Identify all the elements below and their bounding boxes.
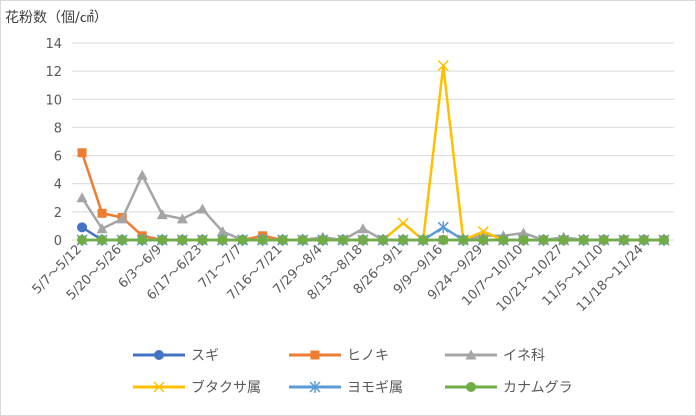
data-point-s5 (498, 235, 509, 245)
data-point-s5 (317, 235, 328, 245)
y-tick-label: 6 (54, 150, 62, 165)
data-point-s5 (538, 235, 549, 245)
data-point-s5 (378, 235, 389, 245)
data-point-s2 (357, 223, 369, 234)
data-point-s2 (136, 169, 148, 180)
data-point-s5 (197, 235, 208, 245)
data-point-s5 (558, 235, 569, 245)
data-point-s5 (117, 235, 128, 245)
y-tick-label: 4 (54, 178, 62, 193)
data-point-s2 (217, 226, 228, 237)
data-point-s2 (96, 223, 108, 234)
data-point-s2 (76, 192, 88, 203)
legend-marker-2 (465, 349, 477, 360)
y-tick-label: 10 (45, 93, 62, 108)
data-point-s1 (97, 208, 107, 218)
data-point-s5 (297, 235, 308, 245)
legend-marker-0 (154, 350, 164, 360)
data-point-s5 (598, 235, 609, 245)
legend-label-1: ヒノキ (347, 348, 389, 364)
data-point-s2 (156, 209, 168, 220)
data-point-s5 (658, 235, 669, 245)
series-line-2 (80, 174, 664, 242)
data-point-s2 (196, 203, 208, 214)
data-point-s5 (237, 235, 248, 245)
data-point-s5 (618, 235, 629, 245)
legend-label-0: スギ (191, 348, 219, 364)
data-point-s5 (337, 235, 348, 245)
legend-marker-4 (309, 381, 321, 393)
y-tick-label: 14 (45, 37, 62, 52)
legend-marker-5 (466, 382, 476, 392)
data-point-s5 (518, 235, 529, 245)
y-axis-unit-label: 花粉数（個/㎠） (5, 10, 108, 26)
data-point-s5 (398, 235, 409, 245)
data-point-s3 (477, 226, 489, 238)
legend-marker-3 (153, 381, 165, 393)
data-point-s3 (397, 217, 409, 229)
legend-label-5: カナムグラ (503, 380, 573, 396)
data-point-s5 (77, 235, 88, 245)
legend-label-3: ブタクサ属 (191, 379, 261, 396)
data-point-s5 (257, 235, 268, 245)
data-point-s5 (157, 235, 168, 245)
data-point-s5 (578, 235, 589, 245)
legend-marker-1 (310, 350, 320, 360)
data-point-s5 (97, 235, 108, 245)
y-tick-label: 8 (54, 121, 62, 136)
data-point-s2 (176, 213, 188, 224)
y-tick-label: 0 (54, 234, 62, 249)
data-point-s0 (77, 222, 88, 233)
data-point-s5 (137, 235, 148, 245)
data-point-s4 (437, 221, 449, 234)
data-point-s5 (458, 235, 469, 245)
legend-label-2: イネ科 (503, 348, 545, 364)
data-point-s3 (437, 59, 449, 72)
data-point-s2 (116, 213, 128, 224)
y-tick-label: 12 (45, 65, 62, 80)
data-point-s5 (357, 235, 368, 245)
data-point-s5 (638, 235, 649, 245)
y-tick-label: 2 (54, 206, 62, 221)
legend-label-4: ヨモギ属 (347, 380, 403, 396)
data-point-s5 (478, 235, 489, 245)
data-point-s1 (77, 148, 87, 158)
series-line-3 (82, 64, 664, 242)
series-line-1 (80, 152, 664, 242)
data-point-s5 (177, 235, 188, 245)
data-point-s5 (217, 235, 228, 245)
data-point-s5 (277, 235, 288, 245)
data-point-s2 (518, 227, 529, 238)
data-point-s5 (438, 235, 449, 245)
data-point-s5 (418, 235, 429, 245)
